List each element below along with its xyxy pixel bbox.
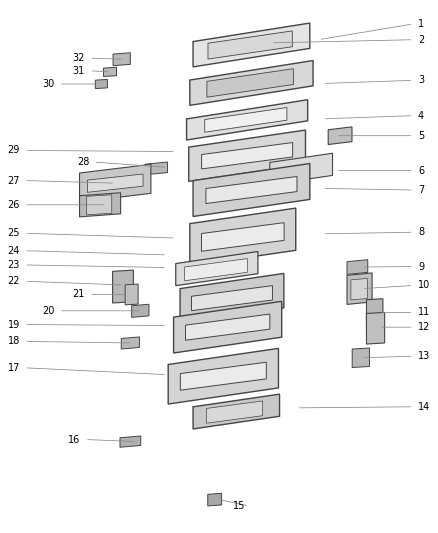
Polygon shape bbox=[352, 348, 370, 368]
Polygon shape bbox=[328, 127, 352, 144]
Polygon shape bbox=[180, 362, 266, 390]
Text: 18: 18 bbox=[8, 336, 20, 346]
Polygon shape bbox=[185, 259, 247, 281]
Polygon shape bbox=[80, 164, 151, 202]
Polygon shape bbox=[190, 61, 313, 106]
Text: 8: 8 bbox=[418, 227, 424, 237]
Polygon shape bbox=[205, 108, 287, 132]
Polygon shape bbox=[88, 174, 143, 192]
Polygon shape bbox=[95, 79, 107, 88]
Text: 25: 25 bbox=[7, 228, 20, 238]
Polygon shape bbox=[125, 284, 138, 305]
Polygon shape bbox=[87, 195, 112, 215]
Polygon shape bbox=[168, 349, 279, 404]
Polygon shape bbox=[270, 154, 332, 184]
Polygon shape bbox=[193, 164, 310, 216]
Text: 9: 9 bbox=[418, 262, 424, 271]
Text: 14: 14 bbox=[418, 402, 430, 412]
Polygon shape bbox=[191, 286, 272, 311]
Polygon shape bbox=[190, 208, 296, 266]
Polygon shape bbox=[121, 337, 139, 349]
Text: 26: 26 bbox=[8, 200, 20, 210]
Polygon shape bbox=[201, 142, 293, 169]
Text: 31: 31 bbox=[73, 66, 85, 76]
Polygon shape bbox=[208, 31, 292, 59]
Text: 17: 17 bbox=[8, 363, 20, 373]
Polygon shape bbox=[367, 312, 385, 344]
Text: 4: 4 bbox=[418, 111, 424, 120]
Polygon shape bbox=[206, 176, 297, 204]
Text: 20: 20 bbox=[42, 306, 55, 316]
Text: 11: 11 bbox=[418, 308, 430, 317]
Polygon shape bbox=[189, 130, 305, 181]
Text: 22: 22 bbox=[7, 276, 20, 286]
Text: 5: 5 bbox=[418, 131, 424, 141]
Text: 7: 7 bbox=[418, 185, 424, 195]
Polygon shape bbox=[173, 301, 282, 353]
Text: 13: 13 bbox=[418, 351, 430, 361]
Text: 29: 29 bbox=[8, 146, 20, 156]
Text: 32: 32 bbox=[73, 53, 85, 63]
Polygon shape bbox=[120, 436, 141, 447]
Text: 10: 10 bbox=[418, 280, 430, 290]
Polygon shape bbox=[113, 53, 131, 66]
Polygon shape bbox=[80, 193, 120, 217]
Polygon shape bbox=[132, 304, 149, 317]
Text: 19: 19 bbox=[8, 319, 20, 329]
Polygon shape bbox=[207, 69, 293, 97]
Text: 1: 1 bbox=[418, 19, 424, 29]
Polygon shape bbox=[193, 394, 279, 429]
Polygon shape bbox=[185, 314, 270, 340]
Text: 15: 15 bbox=[233, 501, 245, 511]
Polygon shape bbox=[176, 252, 258, 286]
Polygon shape bbox=[103, 67, 117, 77]
Text: 16: 16 bbox=[68, 434, 81, 445]
Polygon shape bbox=[180, 273, 284, 323]
Polygon shape bbox=[187, 100, 307, 140]
Text: 24: 24 bbox=[8, 246, 20, 256]
Text: 3: 3 bbox=[418, 75, 424, 85]
Polygon shape bbox=[208, 494, 222, 506]
Polygon shape bbox=[347, 260, 368, 274]
Polygon shape bbox=[367, 298, 383, 326]
Text: 28: 28 bbox=[77, 157, 89, 167]
Polygon shape bbox=[193, 23, 310, 67]
Polygon shape bbox=[113, 270, 134, 303]
Polygon shape bbox=[351, 278, 367, 300]
Text: 27: 27 bbox=[7, 175, 20, 185]
Text: 23: 23 bbox=[8, 260, 20, 270]
Polygon shape bbox=[145, 162, 168, 175]
Text: 30: 30 bbox=[42, 79, 55, 89]
Text: 12: 12 bbox=[418, 322, 430, 332]
Text: 6: 6 bbox=[418, 166, 424, 175]
Polygon shape bbox=[347, 273, 372, 304]
Polygon shape bbox=[206, 401, 263, 423]
Polygon shape bbox=[201, 223, 284, 251]
Text: 21: 21 bbox=[73, 289, 85, 300]
Text: 2: 2 bbox=[418, 35, 424, 45]
